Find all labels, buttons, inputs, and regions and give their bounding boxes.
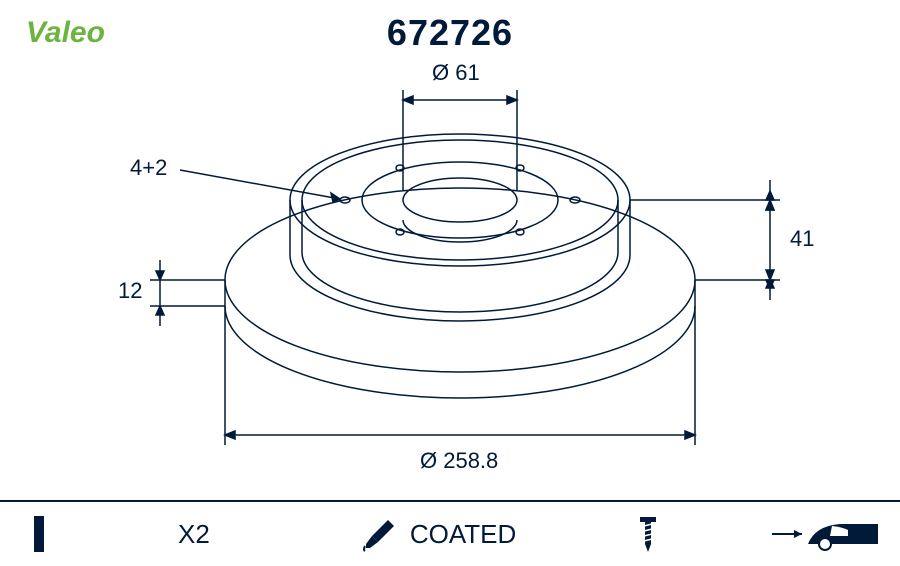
valeo-logo: Valeo [26,16,131,55]
technical-diagram: Ø 61 4+2 12 41 Ø 258.8 [0,60,900,490]
dim-hat-height: 41 [790,226,814,252]
solid-disc-icon [30,514,48,554]
quantity-label: X2 [178,519,210,550]
dim-holes: 4+2 [130,155,167,181]
coated-text: COATED [410,519,516,550]
coated-label: COATED [360,516,516,552]
dim-outer: Ø 258.8 [420,448,498,474]
dim-bore: Ø 61 [432,60,480,86]
car-front-icon [770,514,880,554]
dim-thickness: 12 [118,278,142,304]
screw-icon [636,514,660,554]
part-number: 672726 [387,12,513,54]
paintbrush-icon [360,516,400,552]
footer-bar: X2 COATED [0,500,900,566]
quantity-text: X2 [178,519,210,550]
svg-text:Valeo: Valeo [26,16,105,49]
